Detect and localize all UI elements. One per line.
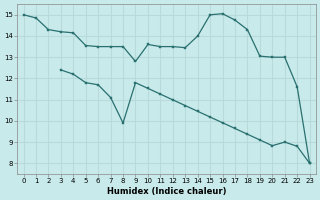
X-axis label: Humidex (Indice chaleur): Humidex (Indice chaleur) bbox=[107, 187, 226, 196]
